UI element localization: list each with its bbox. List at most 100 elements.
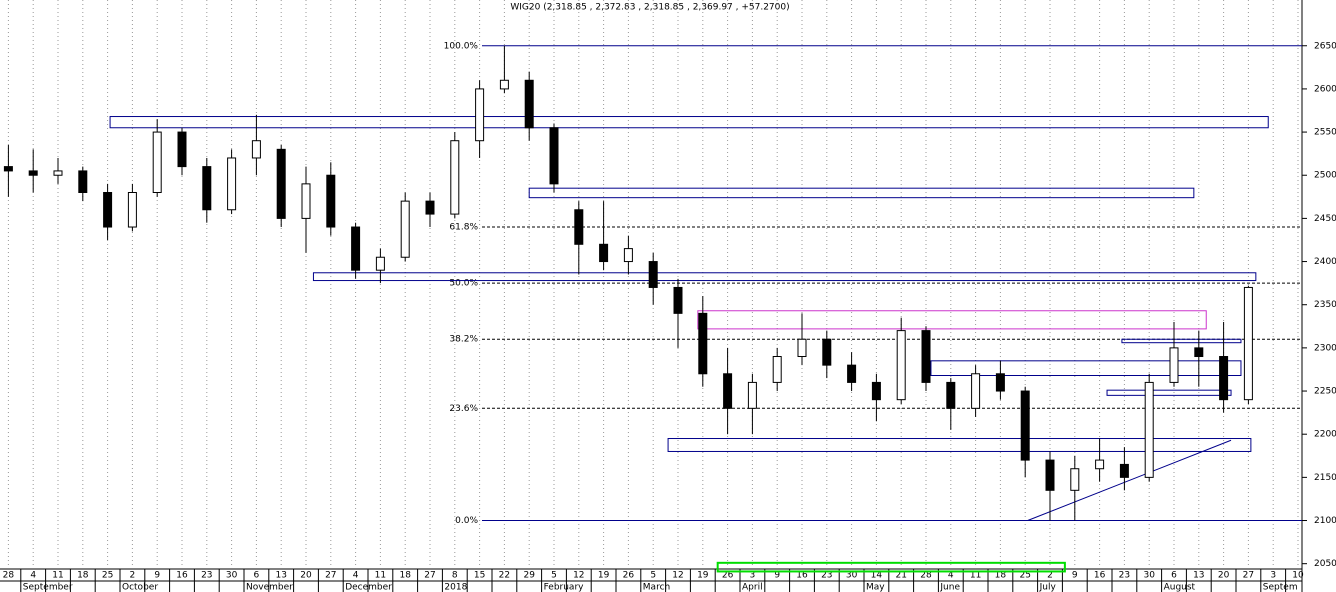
month-label: November (246, 583, 293, 592)
y-tick-label: 2550 (1314, 128, 1336, 138)
y-tick-label: 2500 (1314, 171, 1336, 181)
x-tick-label: 6 (254, 571, 260, 581)
x-tick-label: 26 (722, 571, 734, 581)
month-label: September (23, 583, 73, 592)
x-tick-label: 14 (871, 571, 883, 581)
candle-body (450, 140, 460, 215)
x-tick-label: 16 (1094, 571, 1106, 581)
month-label: July (1039, 583, 1057, 592)
x-tick-label: 28 (920, 571, 932, 581)
candle-body (152, 131, 162, 193)
y-tick-label: 2200 (1314, 430, 1336, 440)
zone (109, 116, 1269, 129)
candle-body (648, 261, 658, 288)
month-label: 2018 (444, 583, 467, 592)
x-tick-label: 26 (623, 571, 635, 581)
x-tick-label: 30 (226, 571, 238, 581)
candle-body (995, 373, 1005, 392)
y-tick-label: 2600 (1314, 84, 1336, 94)
x-tick-label: 3 (750, 571, 756, 581)
x-tick-label: 11 (52, 571, 63, 581)
x-tick-label: 22 (499, 571, 510, 581)
x-tick-label: 19 (598, 571, 610, 581)
x-tick-label: 11 (375, 571, 386, 581)
chart-title: WIG20 (2,318.85 , 2,372.83 , 2,318.85 , … (510, 3, 789, 13)
month-label: Septem (1263, 583, 1298, 592)
candle-body (971, 373, 981, 409)
x-tick-label: 4 (30, 571, 36, 581)
x-tick-label: 3 (1270, 571, 1276, 581)
candle-body (723, 373, 733, 409)
candle-body (822, 338, 832, 366)
candle-body (921, 330, 931, 383)
x-tick-label: 4 (353, 571, 359, 581)
x-tick-label: 9 (154, 571, 160, 581)
trend-line (1027, 439, 1232, 521)
x-tick-label: 23 (821, 571, 832, 581)
candle-body (549, 127, 559, 185)
fib-label: 100.0% (444, 41, 479, 51)
candle-body (3, 166, 13, 172)
x-tick-label: 4 (948, 571, 954, 581)
x-tick-label: 8 (452, 571, 458, 581)
month-label: March (643, 583, 670, 592)
x-tick-label: 12 (672, 571, 683, 581)
x-tick-label: 23 (1119, 571, 1130, 581)
y-tick-label: 2350 (1314, 300, 1336, 310)
y-tick-label: 2400 (1314, 257, 1336, 267)
candle-body (1243, 286, 1253, 401)
candle-body (524, 79, 534, 129)
candle-body (53, 170, 63, 176)
candle-body (127, 191, 137, 228)
x-tick-label: 25 (1019, 571, 1030, 581)
candle-body (78, 170, 88, 193)
x-tick-label: 30 (846, 571, 858, 581)
x-tick-label: 5 (650, 571, 656, 581)
zone (930, 360, 1242, 377)
month-label: April (742, 583, 763, 592)
candle-body (1070, 468, 1080, 491)
zone (667, 438, 1252, 452)
candle-body (227, 157, 237, 211)
candle-body (1095, 459, 1105, 470)
candle-body (747, 381, 757, 409)
fib-label: 0.0% (455, 516, 478, 526)
candle-body (871, 381, 881, 401)
x-tick-label: 2 (130, 571, 136, 581)
candle-body (475, 88, 485, 142)
y-tick-label: 2300 (1314, 343, 1336, 353)
candle-body (673, 286, 683, 314)
candle-body (1020, 390, 1030, 461)
x-tick-label: 18 (77, 571, 89, 581)
x-tick-label: 28 (3, 571, 15, 581)
x-tick-label: 13 (1193, 571, 1204, 581)
candle-body (375, 256, 385, 271)
candle-body (177, 131, 187, 168)
x-tick-label: 21 (895, 571, 906, 581)
fib-label: 61.8% (449, 223, 478, 233)
candle-body (202, 166, 212, 211)
x-tick-label: 6 (1171, 571, 1177, 581)
x-tick-label: 2 (1047, 571, 1053, 581)
x-tick-label: 18 (995, 571, 1007, 581)
candle-body (251, 140, 261, 159)
candle-body (400, 200, 410, 258)
candle-body (425, 200, 435, 215)
x-tick-label: 9 (774, 571, 780, 581)
zone (716, 561, 1066, 573)
candle-body (326, 174, 336, 228)
candle-body (351, 226, 361, 271)
candle-body (847, 364, 857, 383)
candle-body (499, 79, 509, 90)
candle-body (772, 356, 782, 383)
candle-body (1045, 459, 1055, 491)
x-tick-label: 25 (102, 571, 113, 581)
y-tick-label: 2450 (1314, 214, 1336, 224)
x-tick-label: 27 (424, 571, 435, 581)
month-label: December (345, 583, 392, 592)
x-tick-label: 5 (551, 571, 557, 581)
x-tick-label: 27 (325, 571, 336, 581)
candle-body (28, 170, 38, 176)
x-tick-label: 16 (176, 571, 188, 581)
x-tick-label: 9 (1072, 571, 1078, 581)
